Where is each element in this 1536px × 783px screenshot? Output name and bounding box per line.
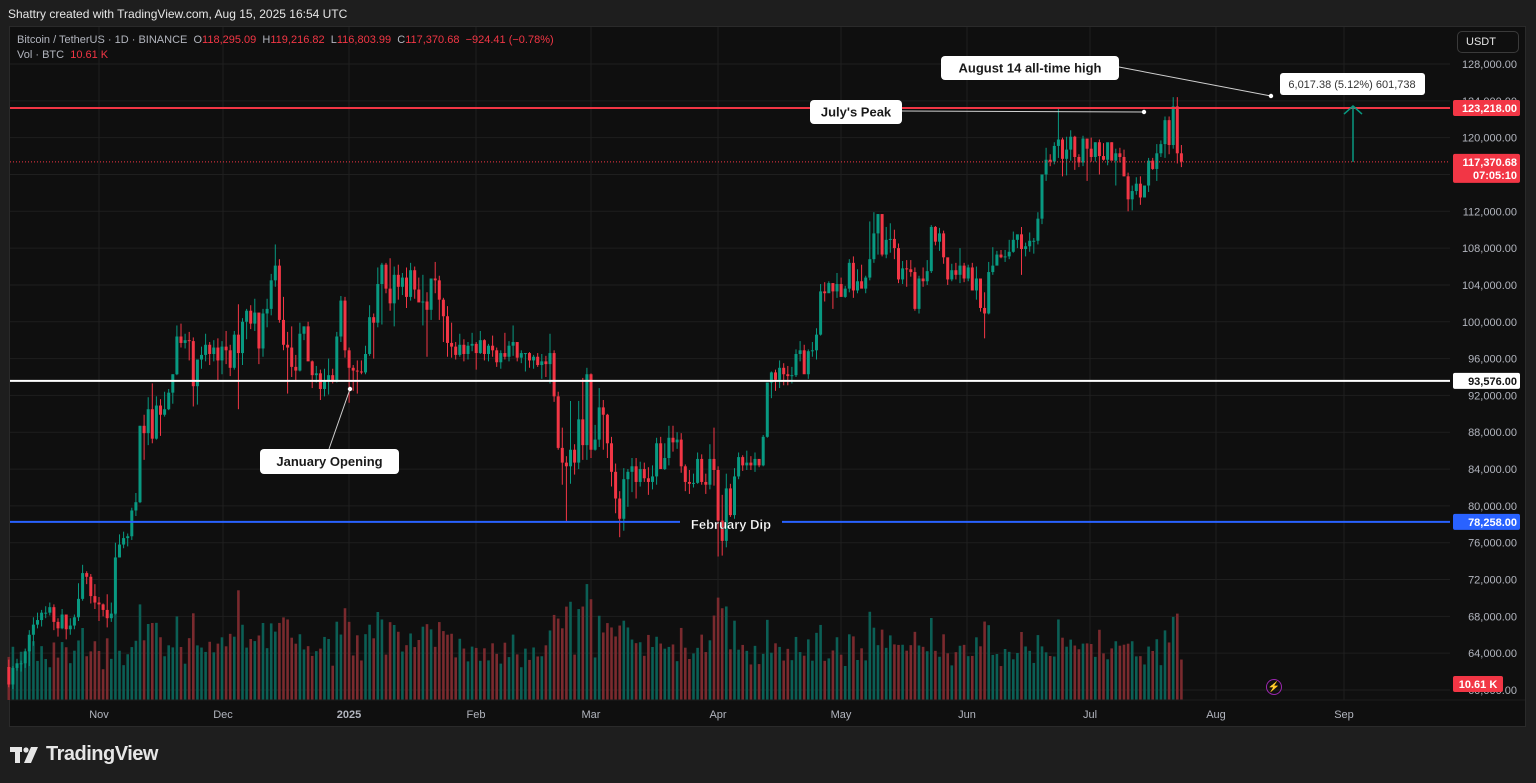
- svg-text:Apr: Apr: [709, 709, 726, 721]
- symbol-legend: Bitcoin / TetherUS · 1D · BINANCE O118,2…: [17, 33, 554, 63]
- low-value: 116,803.99: [336, 34, 392, 46]
- svg-text:10.61 K: 10.61 K: [1459, 679, 1498, 691]
- tradingview-logo: TradingView: [10, 743, 158, 766]
- svg-text:96,000.00: 96,000.00: [1468, 354, 1517, 366]
- svg-text:6,017.38 (5.12%) 601,738: 6,017.38 (5.12%) 601,738: [1288, 79, 1415, 91]
- brand-text: TradingView: [46, 743, 158, 765]
- svg-text:Aug: Aug: [1206, 709, 1226, 721]
- svg-text:Sep: Sep: [1334, 709, 1354, 721]
- svg-text:Dec: Dec: [213, 709, 233, 721]
- candles: [7, 97, 1183, 690]
- svg-text:108,000.00: 108,000.00: [1462, 243, 1517, 255]
- price-tag-january-open: 93,576.00: [1453, 372, 1520, 389]
- svg-text:104,000.00: 104,000.00: [1462, 280, 1517, 292]
- svg-text:128,000.00: 128,000.00: [1462, 59, 1517, 71]
- measure-tooltip: 6,017.38 (5.12%) 601,738: [1280, 73, 1425, 95]
- open-value: 118,295.09: [202, 34, 257, 46]
- annotation-july-peak[interactable]: July's Peak: [810, 100, 1147, 124]
- svg-text:August 14 all-time high: August 14 all-time high: [958, 61, 1101, 76]
- close-value: 117,370.68: [405, 34, 460, 46]
- svg-text:Nov: Nov: [89, 709, 109, 721]
- change-value: −924.41 (−0.78%): [465, 34, 554, 46]
- annotation-february-dip[interactable]: February Dip: [691, 517, 772, 532]
- svg-text:Jun: Jun: [958, 709, 976, 721]
- svg-text:2025: 2025: [337, 709, 361, 721]
- volume-bars: [7, 584, 1183, 700]
- svg-text:93,576.00: 93,576.00: [1468, 376, 1517, 388]
- svg-text:68,000.00: 68,000.00: [1468, 611, 1517, 623]
- attribution-text: Shattry created with TradingView.com, Au…: [8, 7, 348, 21]
- projection-arrow[interactable]: [1343, 105, 1363, 162]
- time-axis[interactable]: Nov Dec 2025 Feb Mar Apr May Jun Jul Aug Sep: [10, 699, 1525, 721]
- svg-text:120,000.00: 120,000.00: [1462, 133, 1517, 145]
- svg-text:07:05:10: 07:05:10: [1473, 170, 1517, 182]
- svg-text:88,000.00: 88,000.00: [1468, 427, 1517, 439]
- svg-text:100,000.00: 100,000.00: [1462, 317, 1517, 329]
- svg-text:123,218.00: 123,218.00: [1462, 103, 1517, 115]
- svg-text:January Opening: January Opening: [276, 454, 382, 469]
- symbol-title[interactable]: Bitcoin / TetherUS · 1D · BINANCE: [17, 34, 188, 46]
- high-label: H: [262, 34, 271, 46]
- grid-lines: [10, 27, 1450, 700]
- svg-text:76,000.00: 76,000.00: [1468, 538, 1517, 550]
- high-value: 119,216.82: [270, 34, 325, 46]
- svg-text:72,000.00: 72,000.00: [1468, 575, 1517, 587]
- open-label: O: [193, 34, 203, 46]
- svg-text:78,258.00: 78,258.00: [1468, 517, 1517, 529]
- close-label: C: [397, 34, 406, 46]
- svg-text:Feb: Feb: [467, 709, 486, 721]
- svg-text:July's Peak: July's Peak: [821, 105, 892, 120]
- svg-text:117,370.68: 117,370.68: [1463, 157, 1517, 169]
- tradingview-mark-icon: [10, 746, 38, 763]
- annotation-january-opening[interactable]: January Opening: [260, 386, 399, 474]
- svg-text:84,000.00: 84,000.00: [1468, 464, 1517, 476]
- svg-text:80,000.00: 80,000.00: [1468, 501, 1517, 513]
- annotation-august-ath[interactable]: August 14 all-time high: [941, 56, 1274, 99]
- low-label: L: [330, 34, 337, 46]
- svg-text:64,000.00: 64,000.00: [1468, 648, 1517, 660]
- volume-value: 10.61 K: [70, 49, 109, 61]
- price-tag-resistance: 123,218.00: [1453, 100, 1520, 117]
- horizontal-levels[interactable]: [10, 107, 1450, 523]
- lightning-icon[interactable]: ⚡: [1266, 679, 1282, 695]
- volume-tag: 10.61 K: [1453, 676, 1503, 692]
- svg-text:112,000.00: 112,000.00: [1463, 206, 1517, 218]
- svg-text:May: May: [831, 709, 852, 721]
- svg-text:Mar: Mar: [582, 709, 601, 721]
- price-scale[interactable]: 128,000.00124,000.00120,000.00116,000.00…: [1450, 27, 1525, 700]
- volume-label[interactable]: Vol · BTC: [17, 49, 65, 61]
- price-tag-february-dip: 78,258.00: [1453, 513, 1520, 530]
- svg-text:Jul: Jul: [1083, 709, 1097, 721]
- chart-pane[interactable]: [9, 26, 1526, 727]
- svg-text:92,000.00: 92,000.00: [1468, 390, 1517, 402]
- currency-selector-button[interactable]: USDT: [1457, 31, 1519, 53]
